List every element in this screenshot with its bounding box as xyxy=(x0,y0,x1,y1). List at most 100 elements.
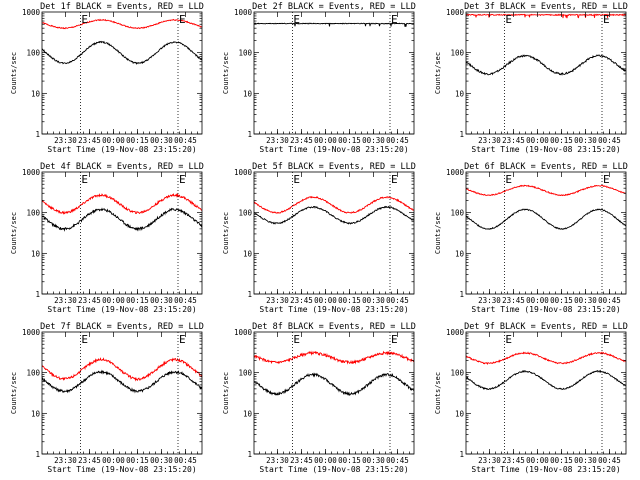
y-tick-label: 1000 xyxy=(22,168,41,177)
series-line-events xyxy=(466,369,626,391)
y-tick-label: 100 xyxy=(238,49,252,58)
x-tick-label: 23:45 xyxy=(502,456,525,465)
event-marker-label: E xyxy=(603,13,610,26)
y-axis-label: Counts/sec xyxy=(222,372,230,414)
chart-title: Det 3f BLACK = Events, RED = LLD xyxy=(464,2,628,12)
event-marker-label: E xyxy=(603,173,610,186)
series-line-lld xyxy=(466,13,626,19)
x-tick-label: 23:30 xyxy=(266,456,289,465)
x-tick-label: 00:30 xyxy=(574,136,597,145)
x-axis-label: Start Time (19-Nov-08 23:15:20) xyxy=(47,305,196,314)
x-tick-label: 00:15 xyxy=(338,136,361,145)
x-tick-label: 00:45 xyxy=(174,456,197,465)
series-line-events xyxy=(254,205,414,225)
x-tick-label: 23:45 xyxy=(78,296,101,305)
x-tick-label: 23:30 xyxy=(54,456,77,465)
x-axis-label: Start Time (19-Nov-08 23:15:20) xyxy=(259,465,408,474)
x-axis-label: Start Time (19-Nov-08 23:15:20) xyxy=(259,305,408,314)
y-tick-label: 1 xyxy=(247,450,252,459)
event-marker-label: E xyxy=(293,173,300,186)
x-tick-label: 23:30 xyxy=(478,296,501,305)
y-tick-label: 100 xyxy=(450,369,464,378)
event-marker-label: E xyxy=(505,173,512,186)
plot-frame xyxy=(41,331,203,455)
x-tick-label: 23:45 xyxy=(78,456,101,465)
y-tick-label: 1 xyxy=(247,130,252,139)
chart-title: Det 1f BLACK = Events, RED = LLD xyxy=(40,2,204,12)
x-tick-label: 00:45 xyxy=(174,136,197,145)
y-tick-label: 1 xyxy=(35,130,40,139)
x-tick-label: 23:45 xyxy=(78,136,101,145)
y-tick-label: 1000 xyxy=(22,328,41,337)
event-marker-label: E xyxy=(179,173,186,186)
y-tick-label: 10 xyxy=(455,89,465,98)
x-tick-label: 23:30 xyxy=(54,136,77,145)
y-tick-label: 1 xyxy=(459,450,464,459)
plot-frame xyxy=(465,331,627,455)
x-tick-label: 00:30 xyxy=(362,456,385,465)
y-tick-label: 100 xyxy=(26,209,40,218)
event-marker-label: E xyxy=(81,173,88,186)
chart-title: Det 2f BLACK = Events, RED = LLD xyxy=(252,2,416,12)
x-tick-label: 00:00 xyxy=(102,296,125,305)
y-tick-label: 100 xyxy=(450,49,464,58)
y-tick-label: 100 xyxy=(26,369,40,378)
x-axis-label: Start Time (19-Nov-08 23:15:20) xyxy=(471,465,620,474)
series-line-lld xyxy=(466,184,626,197)
chart-title: Det 6f BLACK = Events, RED = LLD xyxy=(464,162,628,172)
x-tick-label: 00:15 xyxy=(338,456,361,465)
y-tick-label: 1 xyxy=(35,450,40,459)
x-tick-label: 00:00 xyxy=(102,136,125,145)
event-marker-label: E xyxy=(179,333,186,346)
x-tick-label: 00:00 xyxy=(314,136,337,145)
x-tick-label: 23:30 xyxy=(266,296,289,305)
x-tick-label: 00:15 xyxy=(338,296,361,305)
y-axis-label: Counts/sec xyxy=(222,52,230,94)
x-axis-label: Start Time (19-Nov-08 23:15:20) xyxy=(47,145,196,154)
x-tick-label: 00:30 xyxy=(362,296,385,305)
y-axis-label: Counts/sec xyxy=(434,212,442,254)
series-line-events xyxy=(42,40,202,65)
x-tick-label: 00:15 xyxy=(550,136,573,145)
plot-frame xyxy=(253,11,415,135)
x-tick-label: 00:45 xyxy=(598,456,621,465)
chart-title: Det 7f BLACK = Events, RED = LLD xyxy=(40,322,204,332)
event-marker-label: E xyxy=(505,13,512,26)
x-tick-label: 00:15 xyxy=(126,136,149,145)
x-axis-label: Start Time (19-Nov-08 23:15:20) xyxy=(259,145,408,154)
x-axis-label: Start Time (19-Nov-08 23:15:20) xyxy=(47,465,196,474)
series-line-lld xyxy=(42,357,202,382)
x-tick-label: 00:15 xyxy=(550,296,573,305)
event-marker-label: E xyxy=(179,13,186,26)
event-marker-label: E xyxy=(391,173,398,186)
x-tick-label: 00:15 xyxy=(126,456,149,465)
x-tick-label: 00:45 xyxy=(386,136,409,145)
chart-title: Det 5f BLACK = Events, RED = LLD xyxy=(252,162,416,172)
y-tick-label: 1 xyxy=(459,130,464,139)
plot-frame xyxy=(253,171,415,295)
y-tick-label: 1 xyxy=(247,290,252,299)
y-tick-label: 10 xyxy=(455,409,465,418)
series-line-lld xyxy=(42,18,202,30)
y-tick-label: 100 xyxy=(238,369,252,378)
chart-title: Det 9f BLACK = Events, RED = LLD xyxy=(464,322,628,332)
x-tick-label: 00:30 xyxy=(362,136,385,145)
x-tick-label: 23:30 xyxy=(54,296,77,305)
series-line-events xyxy=(42,369,202,394)
x-tick-label: 00:00 xyxy=(526,456,549,465)
series-line-lld xyxy=(42,192,202,215)
y-tick-label: 10 xyxy=(31,89,41,98)
y-axis-label: Counts/sec xyxy=(222,212,230,254)
y-tick-label: 100 xyxy=(450,209,464,218)
event-marker-label: E xyxy=(391,13,398,26)
event-marker-label: E xyxy=(81,333,88,346)
y-axis-label: Counts/sec xyxy=(434,52,442,94)
x-tick-label: 00:30 xyxy=(574,296,597,305)
x-tick-label: 00:30 xyxy=(574,456,597,465)
x-tick-label: 00:00 xyxy=(102,456,125,465)
y-tick-label: 10 xyxy=(455,249,465,258)
